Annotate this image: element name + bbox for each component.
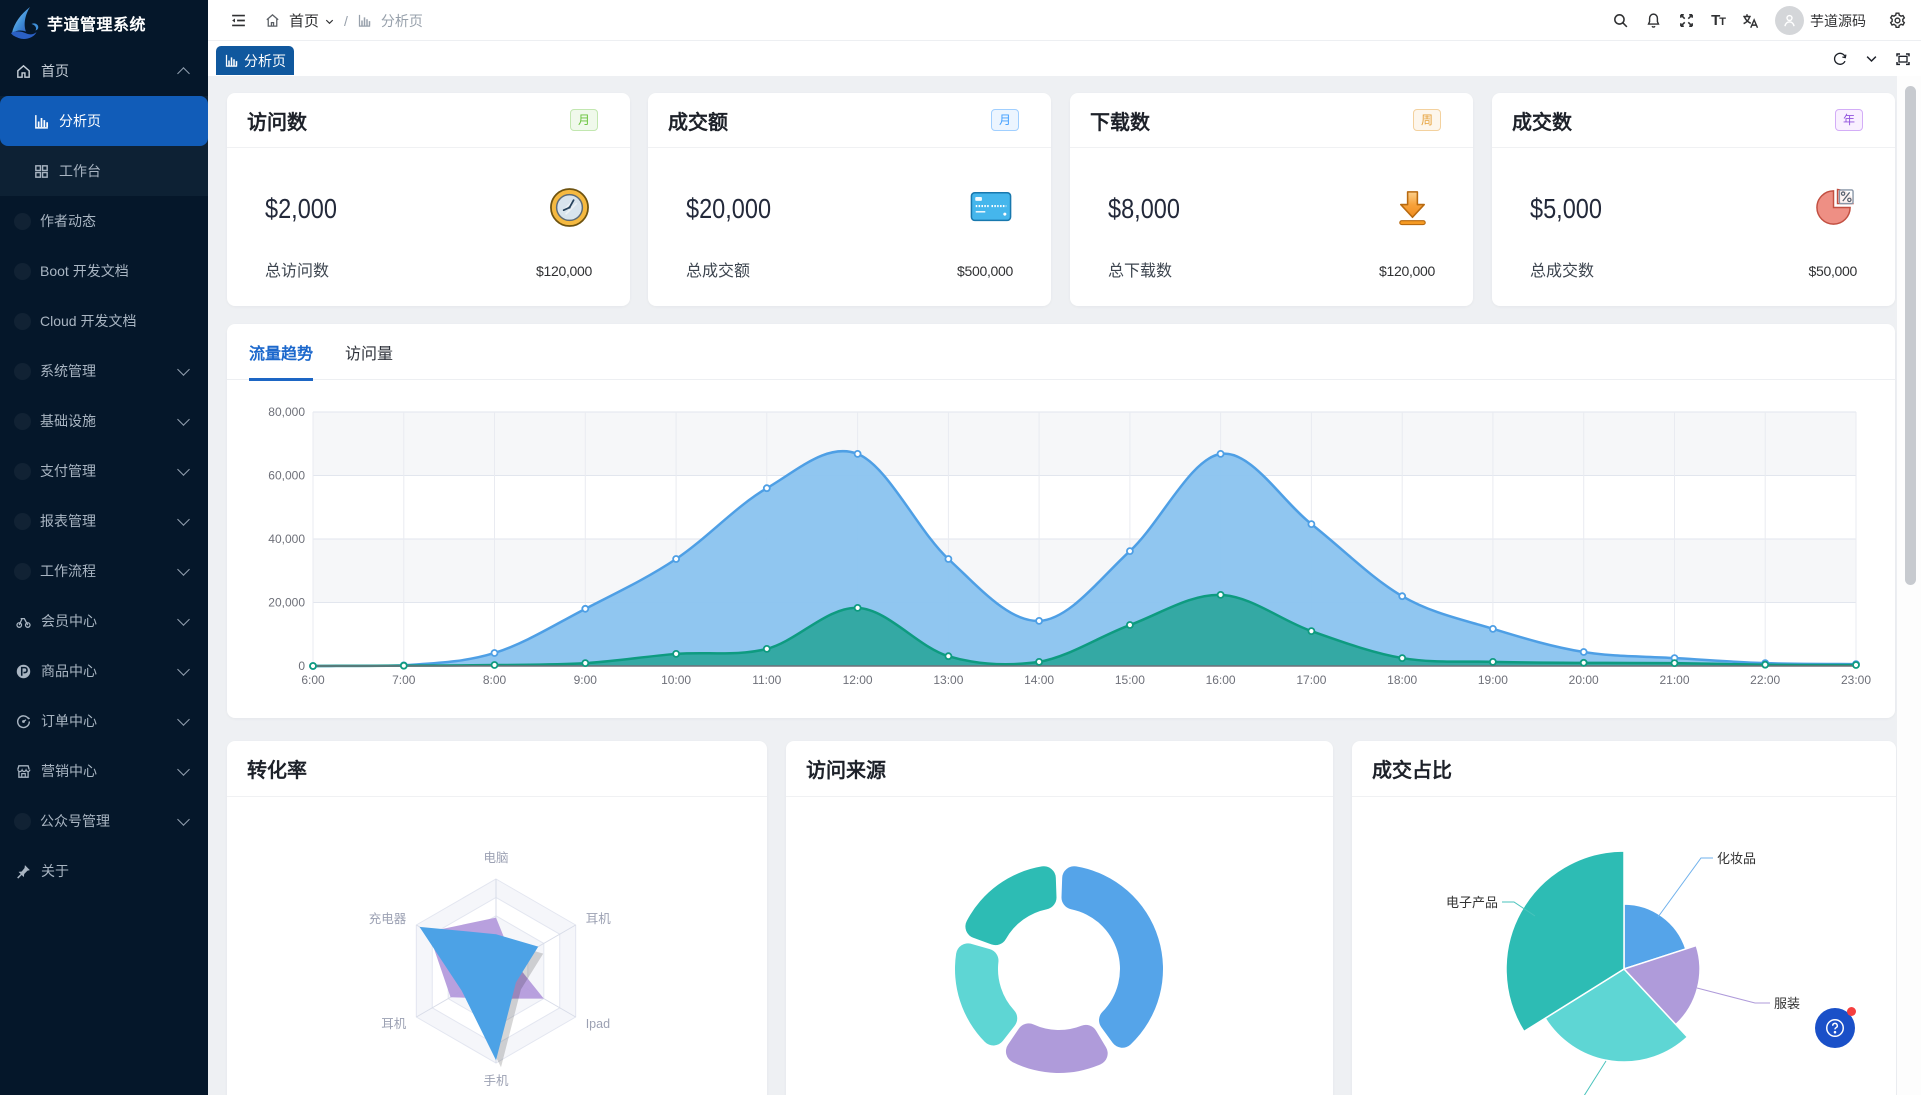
svg-text:12:00: 12:00 [843, 673, 873, 687]
svg-text:13:00: 13:00 [933, 673, 963, 687]
svg-text:服装: 服装 [1774, 996, 1800, 1011]
svg-text:60,000: 60,000 [268, 469, 305, 483]
svg-text:7:00: 7:00 [392, 673, 416, 687]
svg-text:18:00: 18:00 [1387, 673, 1417, 687]
svg-text:耳机: 耳机 [586, 912, 612, 926]
svg-text:10:00: 10:00 [661, 673, 691, 687]
svg-text:20:00: 20:00 [1569, 673, 1599, 687]
svg-text:耳机: 耳机 [381, 1017, 407, 1031]
svg-text:6:00: 6:00 [301, 673, 325, 687]
svg-text:15:00: 15:00 [1115, 673, 1145, 687]
svg-text:0: 0 [298, 659, 305, 673]
svg-text:21:00: 21:00 [1659, 673, 1689, 687]
svg-text:Ipad: Ipad [586, 1017, 610, 1031]
svg-text:14:00: 14:00 [1024, 673, 1054, 687]
svg-text:电脑: 电脑 [483, 851, 508, 865]
svg-text:手机: 手机 [483, 1074, 509, 1088]
svg-text:23:00: 23:00 [1841, 673, 1871, 687]
svg-text:8:00: 8:00 [483, 673, 507, 687]
svg-text:16:00: 16:00 [1206, 673, 1236, 687]
svg-text:20,000: 20,000 [268, 596, 305, 610]
svg-text:9:00: 9:00 [574, 673, 598, 687]
svg-text:22:00: 22:00 [1750, 673, 1780, 687]
svg-text:11:00: 11:00 [752, 673, 781, 687]
svg-text:17:00: 17:00 [1296, 673, 1326, 687]
svg-text:40,000: 40,000 [268, 532, 305, 546]
svg-text:充电器: 充电器 [369, 911, 407, 926]
svg-text:19:00: 19:00 [1478, 673, 1508, 687]
svg-text:化妆品: 化妆品 [1717, 851, 1756, 866]
svg-text:80,000: 80,000 [268, 405, 305, 419]
svg-text:电子产品: 电子产品 [1446, 895, 1498, 910]
